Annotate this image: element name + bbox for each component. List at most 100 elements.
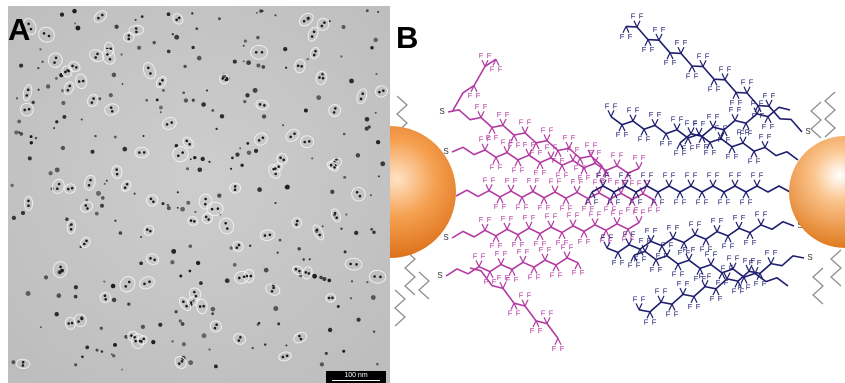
fluorine-atom-label: F [727,254,732,263]
nanoparticle [178,319,182,323]
fluorine-atom-label: F [487,135,492,144]
c-f-bond [629,114,634,122]
nanoparticle [48,171,53,176]
fluorine-atom-label: F [552,156,557,165]
fluorine-atom-label: F [708,84,713,93]
fluorine-atom-label: F [689,219,694,228]
nanoparticle [10,183,14,188]
c-f-bond [701,191,706,199]
nanoparticle [108,93,113,98]
nanoparticle [100,196,105,200]
fluorine-atom-label: F [671,114,676,123]
fluorine-atom-label: F [556,170,561,179]
particle-pair-circle [209,320,222,333]
c-f-bond [633,20,638,28]
fluorine-atom-label: F [650,45,655,54]
c-f-bond [546,134,551,141]
fluorine-atom-label: F [679,114,684,123]
nanoparticle [139,261,143,266]
fluorine-atom-label: F [604,204,609,213]
fluorine-atom-label: F [516,140,521,149]
fluorine-atom-label: F [737,105,742,114]
nanoparticle [196,55,202,61]
nanoparticle [94,134,97,138]
fluorine-atom-label: F [542,239,547,248]
c-f-bond [622,26,627,33]
c-f-bond [590,149,595,157]
particle-pair-circle [51,178,65,194]
fluorinated-chain-layer [445,20,805,345]
particle-pair-circle [330,208,341,223]
nanoparticle [174,144,179,148]
c-f-bond [539,162,544,170]
fluorine-atom-label: F [738,283,743,292]
fluorine-atom-label: F [693,119,698,128]
fluorine-atom-label: F [506,275,511,284]
nanoparticle [171,340,174,343]
c-f-bond [510,184,515,192]
fluorine-atom-label: F [718,197,723,206]
nanoparticle [342,132,346,136]
particle-pair-circle [61,65,73,78]
fluorine-atom-label: F [652,197,657,206]
fluorine-atom-label: F [660,197,665,206]
nanoparticle [188,269,192,273]
fluorine-atom-label: F [682,197,687,206]
particle-pair-circle [15,358,31,369]
c-f-bond [632,114,637,122]
fluorine-atom-label: F [664,251,669,260]
c-f-bond [668,179,673,187]
c-f-bond [699,60,704,67]
nanoparticle [54,312,59,317]
c-f-bond [687,137,692,145]
c-f-bond [495,58,500,66]
c-f-bond [765,99,770,107]
nanoparticle [118,231,123,235]
c-f-bond [721,272,726,280]
c-f-bond [632,191,637,199]
fluorine-atom-label: F [712,148,717,157]
fluorine-atom-label: F [693,171,698,180]
c-f-bond [624,228,629,236]
c-f-bond [519,255,524,263]
fluorine-atom-label: F [656,251,661,260]
fluorine-atom-label: F [495,249,500,258]
fluorine-atom-label: F [520,165,525,174]
fluorine-atom-label: F [773,248,778,257]
tem-micrograph-image [8,6,390,383]
fluorine-atom-label: F [716,84,721,93]
particle-pair-circle [234,270,250,284]
nanoparticle [85,345,90,350]
fluorine-atom-label: F [523,213,528,222]
fluorine-atom-label: F [694,71,699,80]
nanoparticle [376,140,381,145]
c-f-bond [677,263,682,271]
c-f-bond [677,46,682,54]
nanoparticle [257,187,262,192]
fluorine-atom-label: F [697,51,702,60]
fluorine-atom-label: F [594,197,599,206]
nanoparticle [242,44,245,47]
c-f-bond [657,191,662,199]
fluorine-atom-label: F [494,202,499,211]
c-f-bond [676,142,681,150]
nanoparticle [350,280,354,283]
fluorine-atom-label: F [734,152,739,161]
tem-micrograph-panel: 100 nm [8,6,390,383]
fluorine-atom-label: F [699,271,704,280]
left-gold-nanoparticle [390,126,456,258]
fluorine-atom-label: F [723,123,728,132]
fluorine-atom-label: F [696,197,701,206]
c-f-bond [731,179,736,187]
fluorine-atom-label: F [669,240,674,249]
fluorine-atom-label: F [597,171,602,180]
nanoparticle [145,98,148,102]
nanoparticle [19,132,24,136]
fluorine-atom-label: F [696,302,701,311]
nanoparticle [15,97,19,100]
nanoparticle [110,283,116,289]
nanoparticle [127,302,131,306]
c-f-bond [698,191,703,199]
fluorine-atom-label: F [575,145,580,154]
fluorine-atom-label: F [520,240,525,249]
